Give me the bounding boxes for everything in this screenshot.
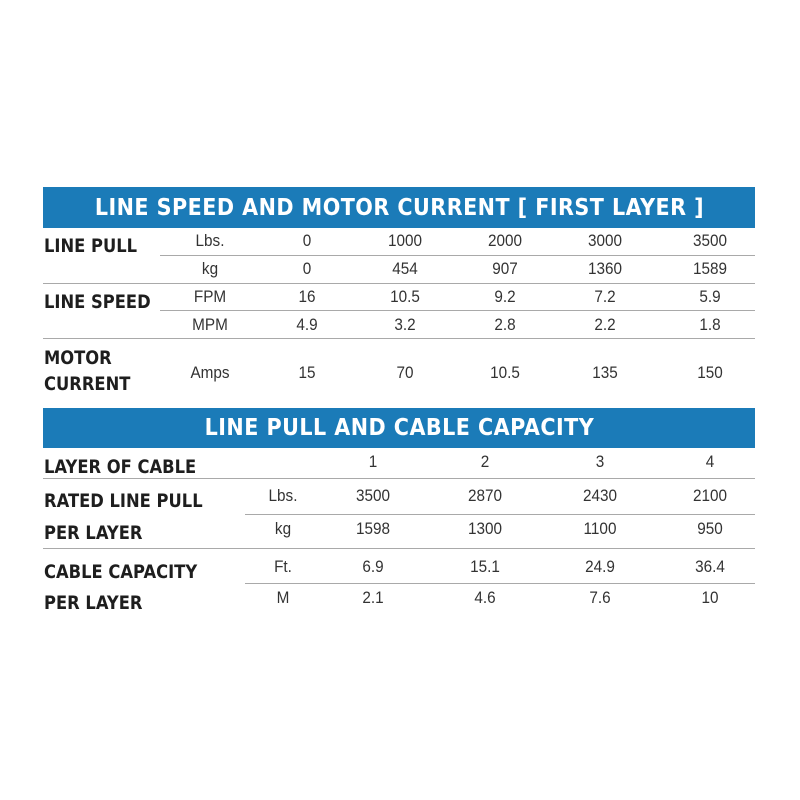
table2-title: LINE PULL AND CABLE CAPACITY (204, 415, 594, 441)
value-cell: 4.9 (296, 315, 318, 334)
value-cell: 0 (302, 231, 312, 250)
row-label-current: CURRENT (44, 373, 131, 395)
value-cell: 10.5 (390, 287, 420, 306)
unit-cell: Lbs. (195, 231, 225, 250)
value-cell: 3500 (692, 231, 728, 250)
row-label-line-pull: LINE PULL (44, 235, 138, 257)
row-label-per-layer: PER LAYER (44, 592, 143, 614)
unit-cell: kg (201, 259, 219, 278)
value-cell: 10.5 (490, 363, 520, 382)
value-cell: 5.9 (699, 287, 721, 306)
value-cell: 2430 (582, 486, 618, 505)
layer-number-cell: 3 (595, 452, 605, 471)
unit-cell: FPM (193, 287, 227, 306)
unit-cell: Amps (190, 363, 230, 382)
divider (43, 283, 755, 284)
row-label-line-speed: LINE SPEED (44, 291, 151, 313)
row-label-motor: MOTOR (44, 347, 112, 369)
value-cell: 150 (697, 363, 723, 382)
value-cell: 454 (392, 259, 418, 278)
unit-cell: MPM (192, 315, 228, 334)
value-cell: 16 (298, 287, 316, 306)
value-cell: 10 (701, 588, 719, 607)
divider (245, 514, 755, 515)
value-cell: 15 (298, 363, 316, 382)
value-cell: 2.2 (594, 315, 616, 334)
value-cell: 24.9 (585, 557, 615, 576)
divider (43, 478, 755, 479)
value-cell: 3000 (587, 231, 623, 250)
value-cell: 1100 (583, 519, 617, 538)
value-cell: 0 (302, 259, 312, 278)
value-cell: 2100 (692, 486, 728, 505)
divider (245, 583, 755, 584)
layer-number-cell: 2 (480, 452, 490, 471)
table1-title: LINE SPEED AND MOTOR CURRENT [ FIRST LAY… (94, 194, 704, 221)
row-label-cable-capacity: CABLE CAPACITY (44, 561, 198, 583)
table1-title-banner: LINE SPEED AND MOTOR CURRENT [ FIRST LAY… (43, 187, 755, 228)
layer-number-cell: 4 (705, 452, 715, 471)
divider (160, 310, 755, 311)
value-cell: 15.1 (470, 557, 500, 576)
value-cell: 7.2 (594, 287, 616, 306)
value-cell: 2870 (467, 486, 503, 505)
value-cell: 1589 (692, 259, 728, 278)
value-cell: 3500 (355, 486, 391, 505)
value-cell: 4.6 (474, 588, 496, 607)
value-cell: 1300 (467, 519, 503, 538)
unit-cell: kg (274, 519, 292, 538)
value-cell: 2000 (487, 231, 523, 250)
value-cell: 1598 (355, 519, 391, 538)
value-cell: 1.8 (699, 315, 721, 334)
unit-cell: Ft. (274, 557, 292, 576)
value-cell: 36.4 (695, 557, 725, 576)
divider (43, 548, 755, 549)
unit-cell: Lbs. (268, 486, 298, 505)
layer-number-cell: 1 (368, 452, 378, 471)
value-cell: 2.1 (362, 588, 384, 607)
unit-cell: M (276, 588, 290, 607)
row-label-rated-line-pull: RATED LINE PULL (44, 490, 203, 512)
value-cell: 6.9 (362, 557, 384, 576)
value-cell: 3.2 (394, 315, 416, 334)
value-cell: 1360 (587, 259, 623, 278)
value-cell: 1000 (387, 231, 423, 250)
row-label-layer-of-cable: LAYER OF CABLE (44, 456, 197, 478)
value-cell: 9.2 (494, 287, 516, 306)
row-label-per-layer: PER LAYER (44, 522, 143, 544)
value-cell: 2.8 (494, 315, 516, 334)
divider (43, 338, 755, 339)
value-cell: 135 (592, 363, 618, 382)
value-cell: 70 (396, 363, 414, 382)
value-cell: 7.6 (589, 588, 611, 607)
table2-title-banner: LINE PULL AND CABLE CAPACITY (43, 408, 755, 448)
value-cell: 907 (492, 259, 518, 278)
value-cell: 950 (697, 519, 723, 538)
divider (160, 255, 755, 256)
